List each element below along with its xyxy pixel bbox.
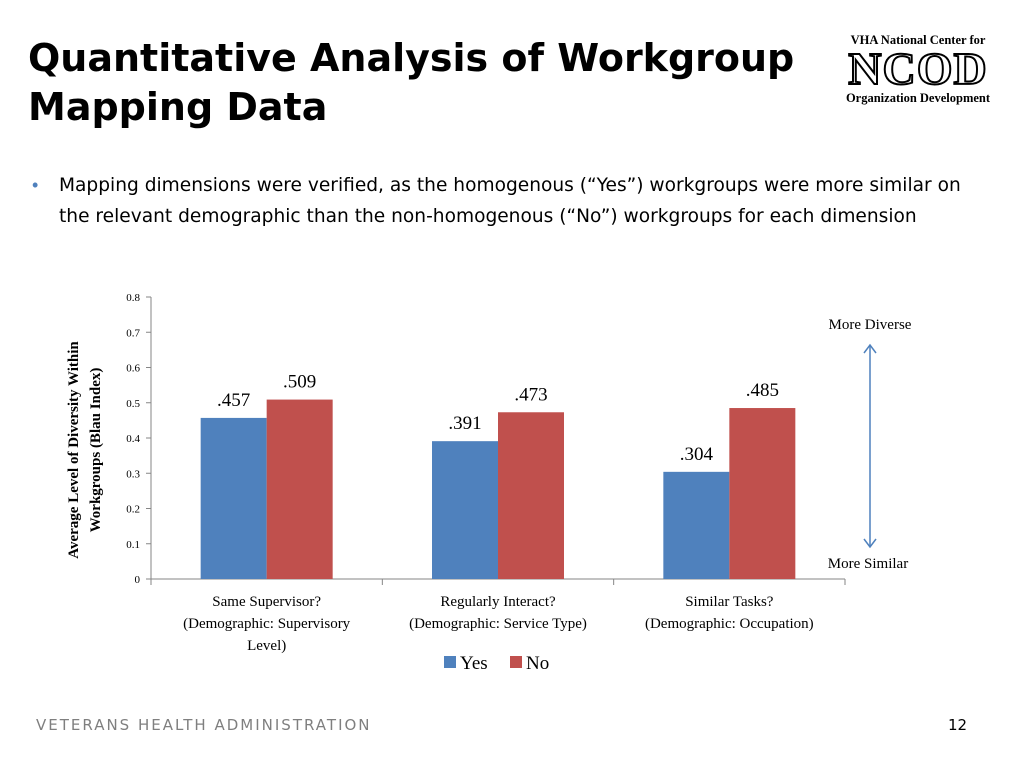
- annotation-more-diverse: More Diverse: [829, 317, 912, 333]
- y-tick-label: 0.6: [126, 363, 140, 375]
- y-tick-label: 0.7: [126, 327, 140, 339]
- legend-swatch-no: [510, 656, 522, 668]
- data-label: .391: [448, 413, 481, 434]
- y-tick-label: 0.8: [126, 292, 140, 304]
- annotation-more-similar: More Similar: [828, 556, 908, 572]
- slide-title: Quantitative Analysis of Workgroup Mappi…: [28, 36, 795, 129]
- data-label: .473: [514, 384, 547, 405]
- y-tick-label: 0.3: [126, 468, 140, 480]
- x-category-label: Regularly Interact?: [440, 594, 556, 610]
- bar-no: [498, 412, 564, 579]
- x-category-label: (Demographic: Supervisory: [183, 616, 351, 632]
- ncod-logo: VHA National Center for NCOD Organizatio…: [836, 33, 1000, 105]
- y-tick-label: 0.5: [126, 398, 140, 410]
- x-category-label: Similar Tasks?: [685, 594, 774, 610]
- arrow-up-head: [863, 343, 877, 354]
- bar-yes: [432, 441, 498, 579]
- y-tick-label: 0.2: [126, 504, 140, 516]
- bullet-icon: •: [32, 175, 39, 195]
- x-category-label: Same Supervisor?: [212, 594, 321, 610]
- legend-swatch-yes: [444, 656, 456, 668]
- logo-line-3: Organization Development: [845, 91, 991, 105]
- data-label: .509: [283, 372, 316, 393]
- y-axis-title: Workgroups (Blau Index): [88, 368, 104, 533]
- page-number: 12: [948, 716, 968, 734]
- y-tick-label: 0.1: [126, 539, 140, 551]
- logo-line-1: VHA National Center for: [850, 33, 986, 47]
- y-tick-label: 0: [135, 574, 141, 586]
- bullet-text: Mapping dimensions were verified, as the…: [59, 175, 961, 227]
- x-category-label: (Demographic: Service Type): [409, 616, 587, 632]
- bar-no: [266, 399, 333, 579]
- data-label: .457: [217, 390, 250, 411]
- y-axis-title: Average Level of Diversity Within: [66, 341, 82, 559]
- bar-no: [729, 408, 796, 579]
- x-category-label: Level): [247, 638, 286, 654]
- y-tick-label: 0.4: [126, 433, 140, 445]
- legend-label-yes: Yes: [460, 653, 488, 674]
- logo-wordmark: NCOD: [847, 43, 988, 94]
- bar-yes: [663, 471, 730, 579]
- x-category-label: (Demographic: Occupation): [645, 616, 814, 632]
- footer-text: VETERANS HEALTH ADMINISTRATION: [36, 716, 372, 734]
- data-label: .485: [746, 380, 779, 401]
- legend-label-no: No: [526, 653, 549, 674]
- data-label: .304: [680, 444, 714, 465]
- bar-yes: [200, 417, 267, 579]
- bar-chart: 0 0.1 0.2 0.3 0.4 0.5 0.6 0.7 0.8 .457 .509 Same Su…: [66, 292, 912, 674]
- arrow-down-head: [863, 538, 877, 549]
